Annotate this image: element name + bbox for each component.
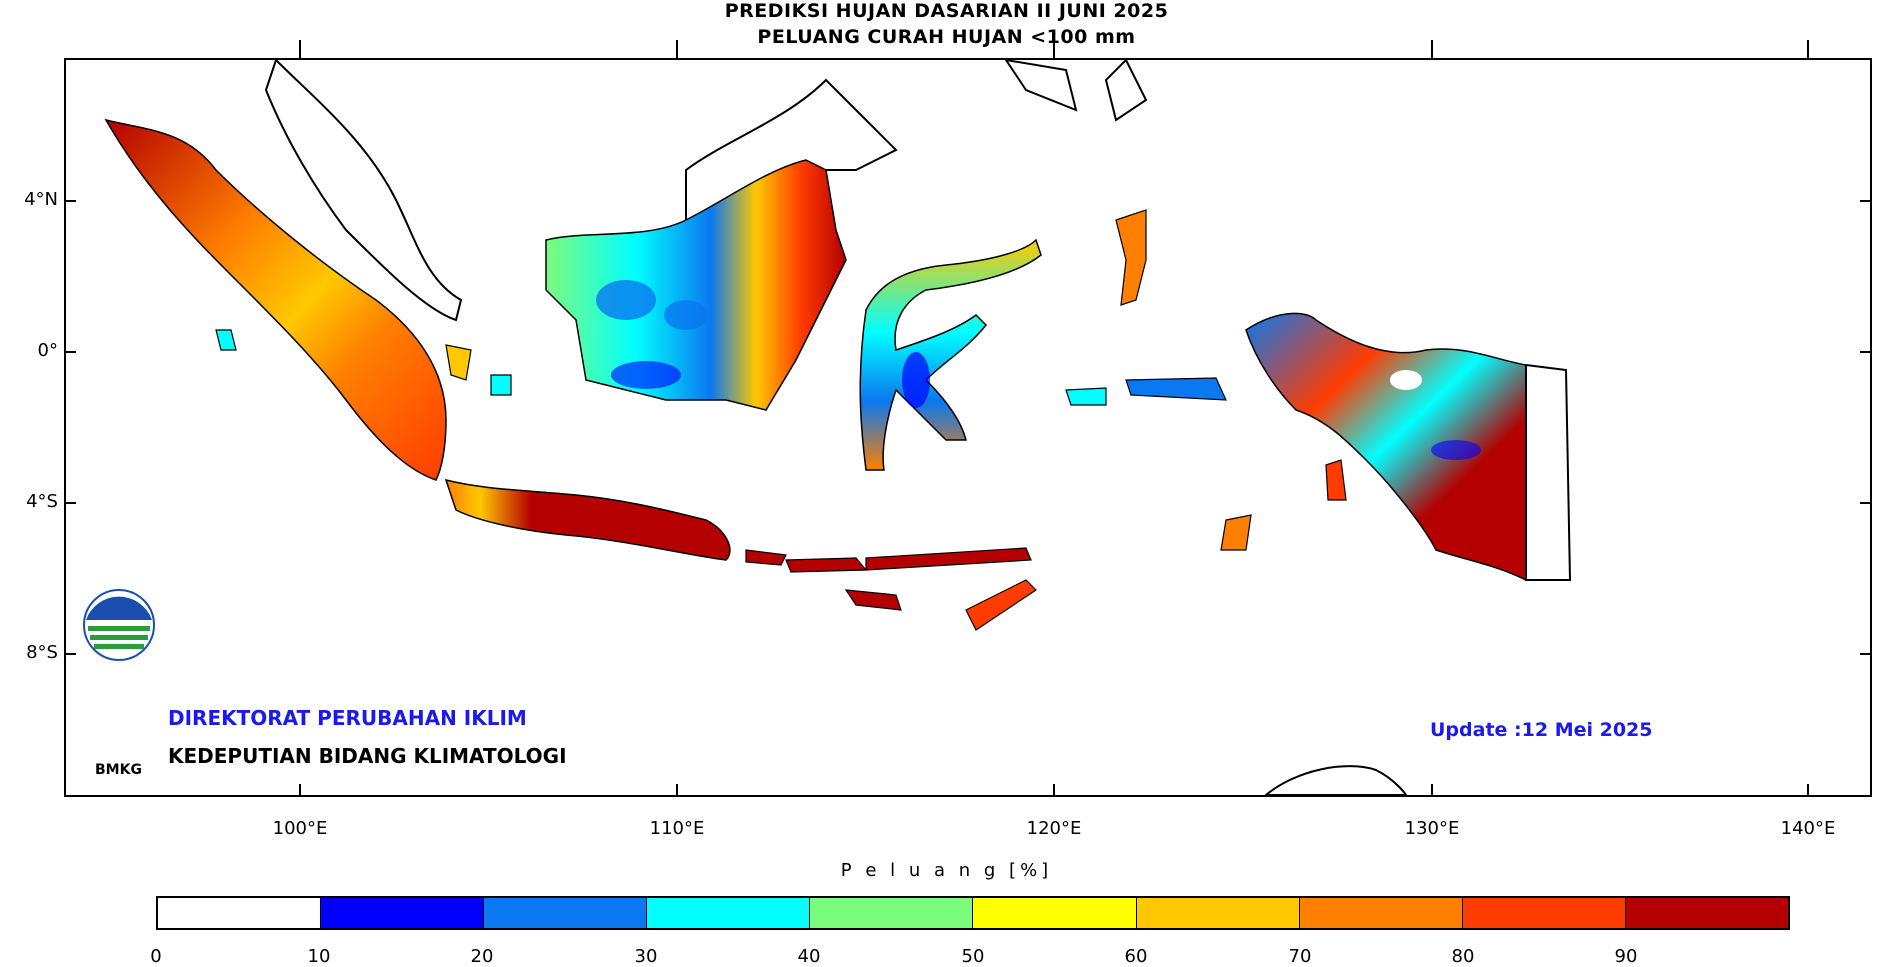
tick xyxy=(1807,784,1809,797)
colorbar-segment xyxy=(1136,898,1300,928)
colorbar-segment xyxy=(321,898,485,928)
lat-label-0: 0° xyxy=(37,340,58,361)
lon-label-110e: 110°E xyxy=(649,818,705,839)
bangka xyxy=(445,344,472,381)
colorbar-label: 50 xyxy=(961,946,985,967)
colorbar-segment xyxy=(1625,898,1788,928)
tick xyxy=(299,784,301,797)
indonesia-map xyxy=(83,60,1572,795)
map-subtitle: PELUANG CURAH HUJAN <100 mm xyxy=(757,26,1136,48)
timor xyxy=(965,579,1037,631)
tick xyxy=(64,502,76,504)
tick xyxy=(1860,502,1872,504)
lat-label-4n: 4°N xyxy=(24,189,58,210)
tick xyxy=(64,200,76,202)
map-area xyxy=(64,58,1872,797)
lon-label-140e: 140°E xyxy=(1780,818,1836,839)
philippines xyxy=(1004,60,1148,122)
sulawesi xyxy=(859,238,1042,471)
lon-label-120e: 120°E xyxy=(1026,818,1082,839)
tick xyxy=(299,40,301,58)
tick xyxy=(676,40,678,58)
papua-new-guinea xyxy=(1525,363,1572,581)
bmkg-logo xyxy=(83,589,155,661)
colorbar-segment xyxy=(484,898,648,928)
sulawesi-blue-patch xyxy=(902,352,930,408)
colorbar-segment xyxy=(1299,898,1463,928)
colorbar-segment xyxy=(158,898,322,928)
lon-label-100e: 100°E xyxy=(272,818,328,839)
tick xyxy=(64,351,76,353)
north-borneo xyxy=(685,78,898,222)
colorbar-label: 10 xyxy=(307,946,331,967)
halmahera xyxy=(1115,209,1147,306)
papua xyxy=(1245,312,1527,582)
colorbar-segment xyxy=(810,898,974,928)
sumba xyxy=(844,589,902,611)
bali xyxy=(745,549,787,566)
tick xyxy=(1431,784,1433,797)
malay-peninsula xyxy=(264,60,463,322)
lon-label-130e: 130°E xyxy=(1404,818,1460,839)
colorbar xyxy=(156,896,1790,930)
seram xyxy=(1125,377,1227,401)
tick xyxy=(1431,40,1433,58)
update-date: Update :12 Mei 2025 xyxy=(1430,719,1653,741)
australia xyxy=(1264,765,1408,795)
java xyxy=(444,478,731,561)
tick xyxy=(64,653,76,655)
org-deputy: KEDEPUTIAN BIDANG KLIMATOLOGI xyxy=(168,744,567,768)
tanimbar xyxy=(1220,514,1252,551)
tick xyxy=(1053,40,1055,58)
papua-white-patch xyxy=(1390,370,1422,390)
kalimantan-blue-patch xyxy=(664,300,708,330)
papua-blue-patch xyxy=(1431,440,1481,460)
flores xyxy=(865,547,1032,571)
tick xyxy=(676,784,678,797)
colorbar-title: P e l u a n g [%] xyxy=(840,860,1053,881)
org-directorate: DIREKTORAT PERUBAHAN IKLIM xyxy=(168,706,527,730)
kalimantan-blue-patch xyxy=(611,361,681,389)
lat-label-4s: 4°S xyxy=(26,491,58,512)
buru xyxy=(1065,387,1107,406)
colorbar-label: 40 xyxy=(797,946,821,967)
kalimantan-blue-patch xyxy=(596,280,656,320)
tick xyxy=(1860,351,1872,353)
aru xyxy=(1325,459,1347,501)
map-title: PREDIKSI HUJAN DASARIAN II JUNI 2025 xyxy=(724,0,1169,22)
colorbar-label: 90 xyxy=(1614,946,1638,967)
kalimantan xyxy=(545,159,847,411)
sumatra xyxy=(104,118,447,481)
bmkg-logo-text: BMKG xyxy=(95,762,142,778)
colorbar-segment xyxy=(1462,898,1626,928)
colorbar-segment xyxy=(647,898,811,928)
colorbar-segment xyxy=(973,898,1137,928)
tick xyxy=(1860,653,1872,655)
siberut xyxy=(215,329,237,351)
colorbar-label: 20 xyxy=(470,946,494,967)
belitung xyxy=(490,374,512,396)
colorbar-label: 0 xyxy=(150,946,162,967)
lat-label-8s: 8°S xyxy=(26,642,58,663)
tick xyxy=(1807,40,1809,58)
tick xyxy=(1053,784,1055,797)
tick xyxy=(1860,200,1872,202)
colorbar-label: 80 xyxy=(1451,946,1475,967)
colorbar-label: 60 xyxy=(1124,946,1148,967)
lombok-sumbawa xyxy=(785,557,868,573)
colorbar-label: 30 xyxy=(634,946,658,967)
colorbar-label: 70 xyxy=(1288,946,1312,967)
